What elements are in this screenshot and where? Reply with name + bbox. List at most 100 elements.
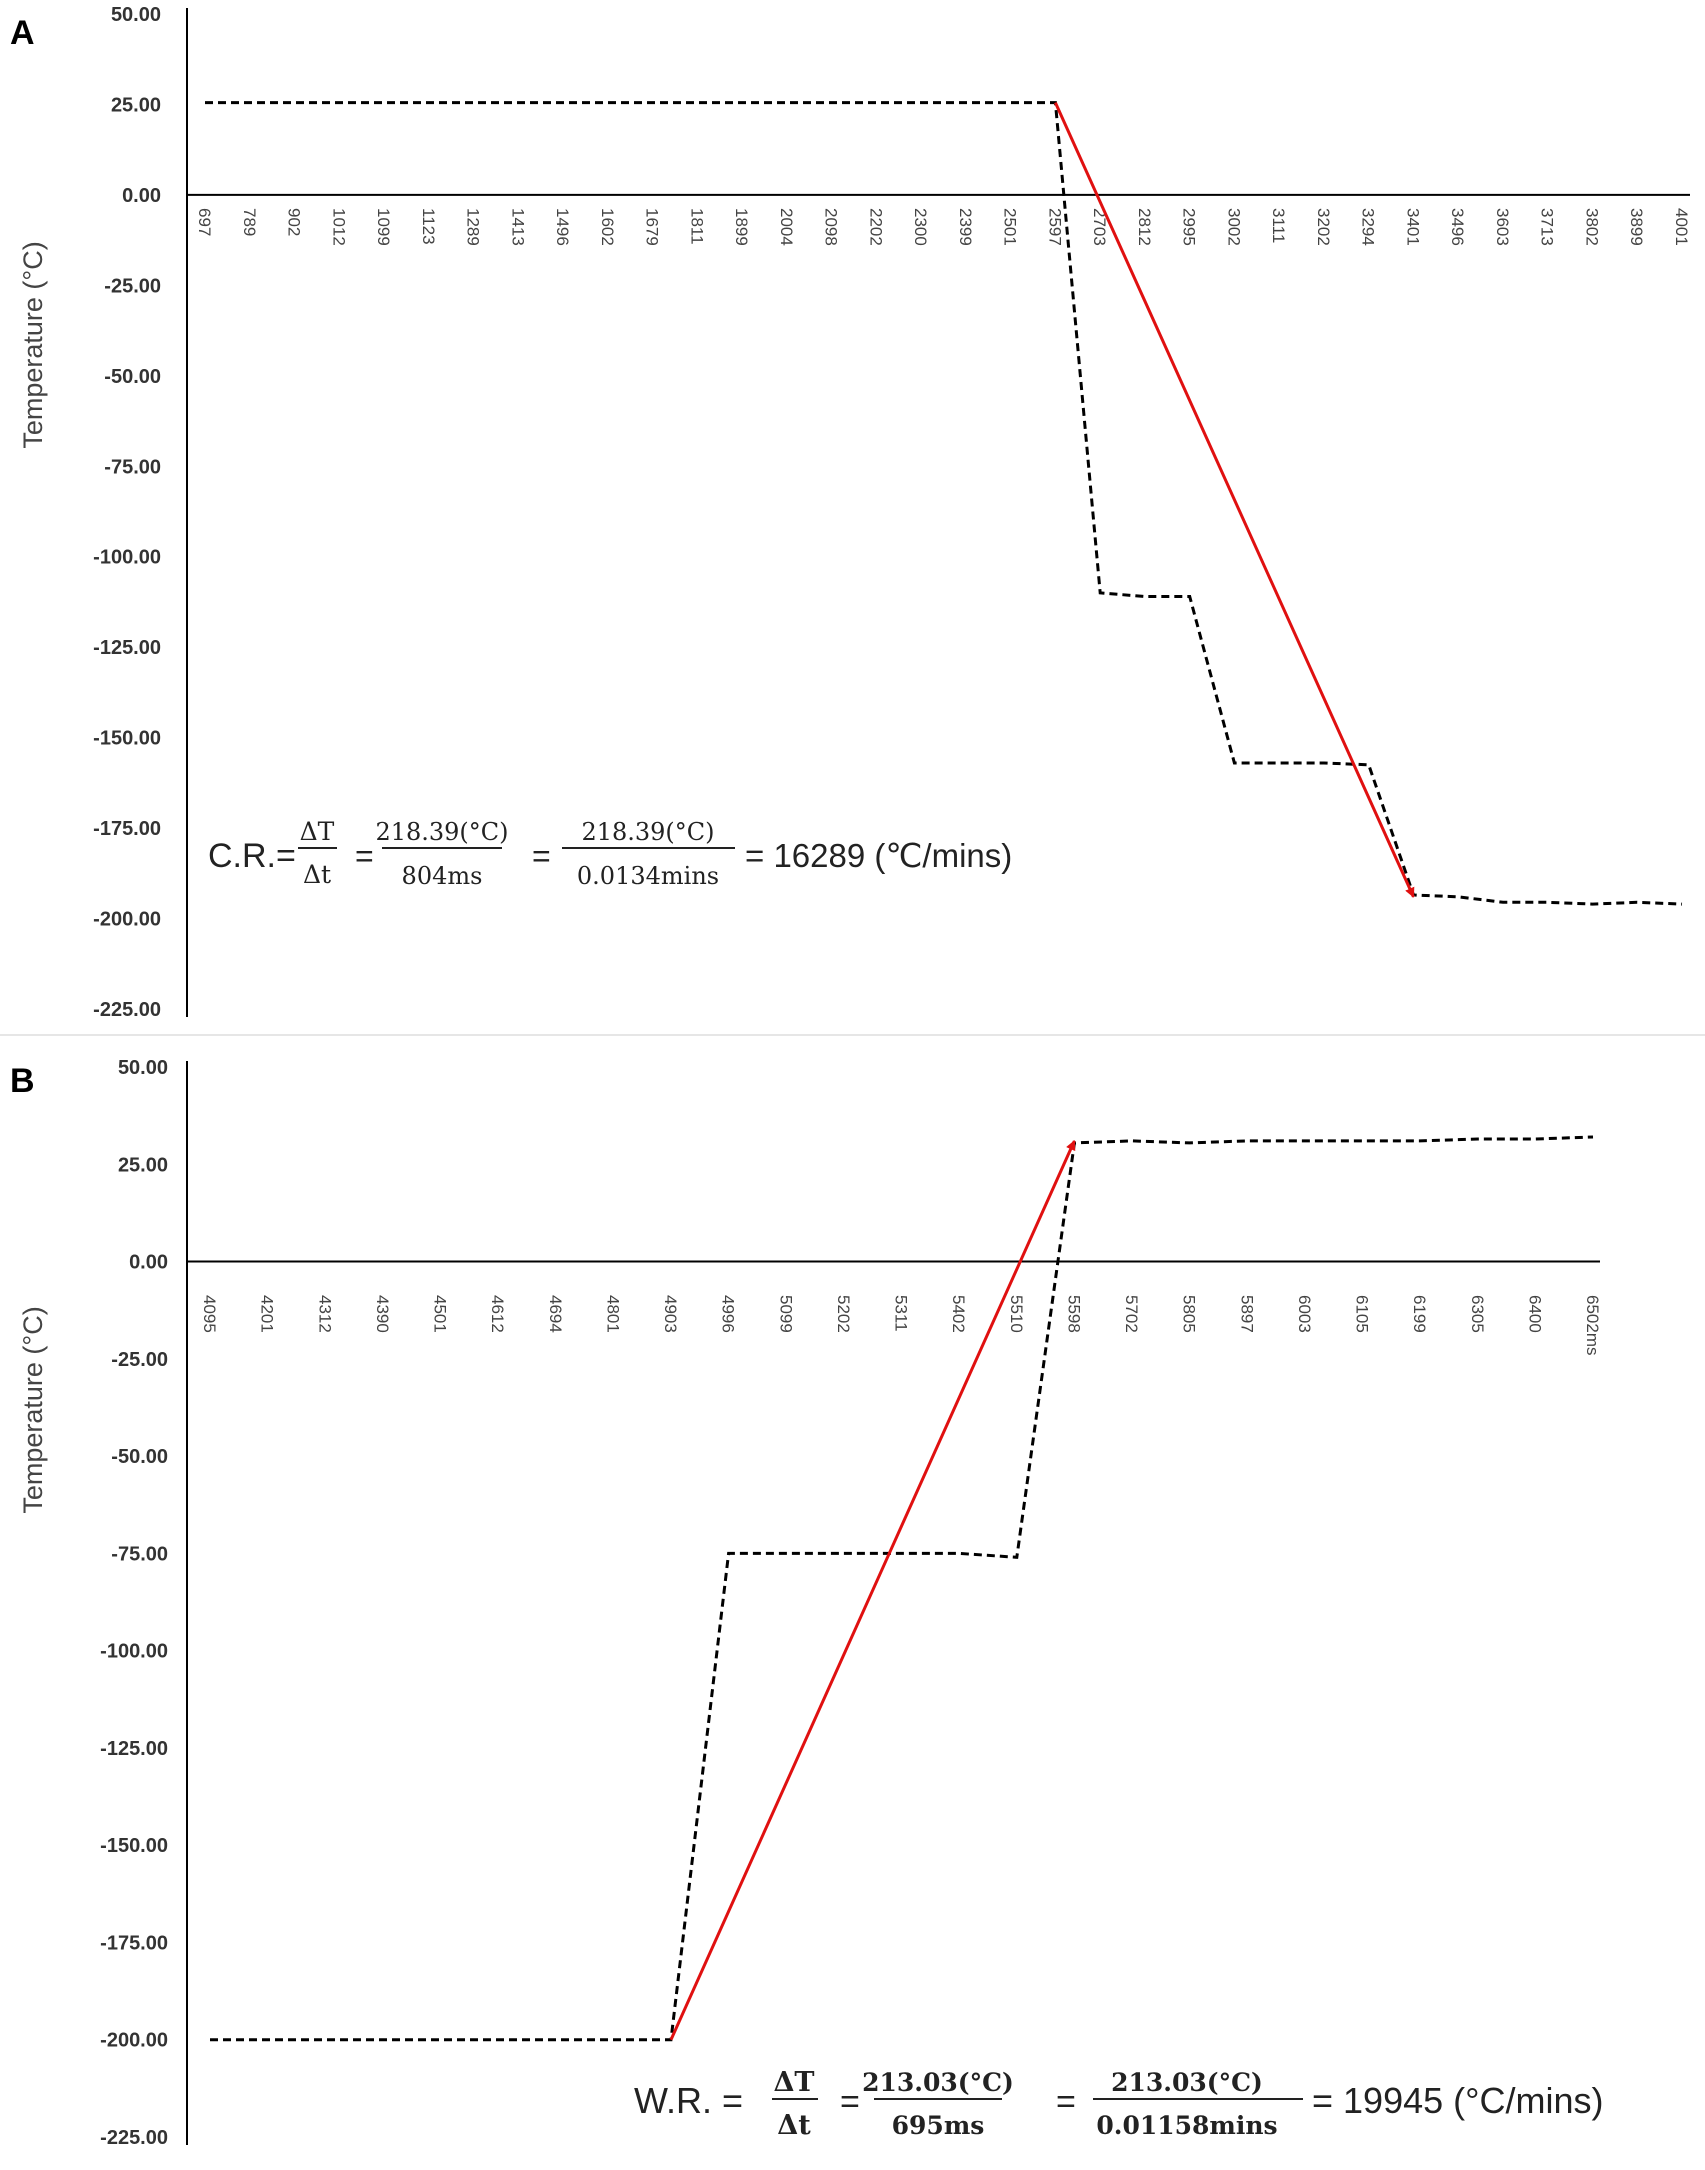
x-tick-label: 2004	[777, 208, 796, 246]
rate-arrow	[669, 1140, 1076, 2041]
x-tick-label: 3002	[1224, 208, 1243, 246]
x-tick-label: 6502ms	[1583, 1295, 1602, 1355]
panel-b-chart: B Temperature (°C) 50.00 25.00 0.00 -25.00 -…	[10, 1057, 1604, 2149]
panel-a-x-ticks: 697 789 902 1012 1099 1123 1289 1413 1496 1602 167…	[195, 208, 1691, 246]
x-tick-label: 6003	[1295, 1295, 1314, 1333]
panel-a-frac1-den: Δt	[303, 860, 331, 889]
y-tick-label: 25.00	[111, 94, 161, 116]
panel-b-label: B	[10, 1062, 35, 1100]
panel-a-y-ticks: 50.00 25.00 0.00 -25.00 -50.00 -75.00 -100.00 -…	[93, 4, 161, 1021]
x-tick-label: 3111	[1269, 208, 1288, 243]
x-tick-label: 6305	[1468, 1295, 1487, 1333]
y-tick-label: -75.00	[111, 1543, 168, 1565]
panel-a-eq2: =	[532, 838, 551, 874]
y-tick-label: -50.00	[104, 366, 161, 388]
y-tick-label: -75.00	[104, 456, 161, 478]
temperature-line	[210, 1135, 1594, 2042]
x-tick-label: 1899	[732, 208, 751, 246]
y-tick-label: 50.00	[118, 1057, 168, 1079]
panel-b-y-axis-label: Temperature (°C)	[18, 1306, 48, 1513]
panel-b-y-ticks: 50.00 25.00 0.00 -25.00 -50.00 -75.00 -100.00 -…	[100, 1057, 168, 2149]
y-tick-label: 50.00	[111, 4, 161, 26]
x-tick-label: 1099	[374, 208, 393, 246]
panel-b-frac3-num: 213.03(°C)	[1111, 2068, 1263, 2097]
x-tick-label: 5702	[1122, 1295, 1141, 1333]
x-tick-label: 1289	[464, 208, 483, 246]
x-tick-label: 3802	[1582, 208, 1601, 246]
panel-a-label: A	[10, 14, 35, 52]
panel-b-frac2-num: 213.03(°C)	[862, 2068, 1014, 2097]
x-tick-label: 697	[195, 208, 214, 236]
x-tick-label: 5598	[1064, 1295, 1083, 1333]
x-tick-label: 6105	[1353, 1295, 1372, 1333]
panel-a-chart: A Temperature (°C) 50.00 25.00 0.00 -25.00 -…	[10, 4, 1691, 1021]
y-tick-label: -25.00	[104, 275, 161, 297]
x-tick-label: 902	[285, 208, 304, 236]
x-tick-label: 2597	[1045, 208, 1064, 246]
x-tick-label: 1602	[598, 208, 617, 246]
panel-b-x-ticks: 4095 4201 4312 4390 4501 4612 4694 4801 4903 4996…	[200, 1295, 1602, 1355]
x-tick-label: 2703	[1090, 208, 1109, 246]
x-tick-label: 4801	[603, 1295, 622, 1333]
x-tick-label: 4694	[546, 1295, 565, 1333]
panel-a-formula-result: = 16289 (℃/mins)	[745, 837, 1012, 874]
panel-a-frac2-num: 218.39(°C)	[375, 818, 508, 846]
y-tick-label: -100.00	[93, 547, 161, 569]
y-tick-label: -150.00	[100, 1835, 168, 1857]
y-tick-label: -125.00	[100, 1738, 168, 1760]
panel-a-frac2-den: 804ms	[402, 862, 483, 890]
panel-a-formula: C.R.= ΔT Δt = 218.39(°C) 804ms = 218.39(…	[208, 817, 1012, 890]
x-tick-label: 5402	[949, 1295, 968, 1333]
x-tick-label: 1413	[508, 208, 527, 246]
y-tick-label: -225.00	[100, 2127, 168, 2149]
x-tick-label: 2202	[866, 208, 885, 246]
x-tick-label: 3899	[1627, 208, 1646, 246]
x-tick-label: 2399	[956, 208, 975, 246]
x-tick-label: 1012	[329, 208, 348, 246]
rate-arrow	[1054, 102, 1415, 898]
x-tick-label: 3401	[1403, 208, 1422, 246]
panel-b-frac3-den: 0.01158mins	[1096, 2111, 1277, 2140]
x-tick-label: 1811	[687, 208, 706, 245]
x-tick-label: 4095	[200, 1295, 219, 1333]
x-tick-label: 5202	[834, 1295, 853, 1333]
y-tick-label: -200.00	[93, 909, 161, 931]
panel-b-formula: W.R. = ΔT Δt = 213.03(°C) 695ms = 213.03…	[634, 2067, 1604, 2141]
x-tick-label: 1496	[553, 208, 572, 246]
y-tick-label: -200.00	[100, 2030, 168, 2052]
x-tick-label: 2501	[1001, 208, 1020, 246]
panel-a-series	[205, 101, 1683, 906]
x-tick-label: 1679	[643, 208, 662, 246]
panel-a-frac1-num: ΔT	[300, 817, 335, 846]
x-tick-label: 3713	[1538, 208, 1557, 246]
x-tick-label: 6199	[1410, 1295, 1429, 1333]
x-tick-label: 2812	[1135, 208, 1154, 246]
x-tick-label: 3294	[1359, 208, 1378, 246]
panel-b-axes	[186, 1061, 1600, 2145]
x-tick-label: 3202	[1314, 208, 1333, 246]
x-tick-label: 4390	[373, 1295, 392, 1333]
y-tick-label: -175.00	[93, 818, 161, 840]
panel-b-eq2: =	[1056, 2083, 1076, 2121]
y-tick-label: -125.00	[93, 637, 161, 659]
x-tick-label: 5897	[1237, 1295, 1256, 1333]
x-tick-label: 2098	[822, 208, 841, 246]
x-tick-label: 4903	[661, 1295, 680, 1333]
panel-b-frac1-num: ΔT	[773, 2067, 814, 2098]
y-tick-label: -50.00	[111, 1446, 168, 1468]
x-tick-label: 4612	[488, 1295, 507, 1333]
y-tick-label: 25.00	[118, 1154, 168, 1176]
x-tick-label: 1123	[419, 208, 438, 245]
y-tick-label: -25.00	[111, 1349, 168, 1371]
y-tick-label: 0.00	[122, 185, 161, 207]
x-tick-label: 4996	[719, 1295, 738, 1333]
panel-b-frac2-den: 695ms	[892, 2111, 985, 2140]
panel-a-y-axis-label: Temperature (°C)	[18, 241, 48, 448]
y-tick-label: 0.00	[129, 1252, 168, 1274]
x-tick-label: 5099	[776, 1295, 795, 1333]
x-tick-label: 2995	[1180, 208, 1199, 246]
x-tick-label: 3603	[1493, 208, 1512, 246]
y-tick-label: -175.00	[100, 1932, 168, 1954]
panel-a-formula-prefix: C.R.=	[208, 837, 296, 875]
